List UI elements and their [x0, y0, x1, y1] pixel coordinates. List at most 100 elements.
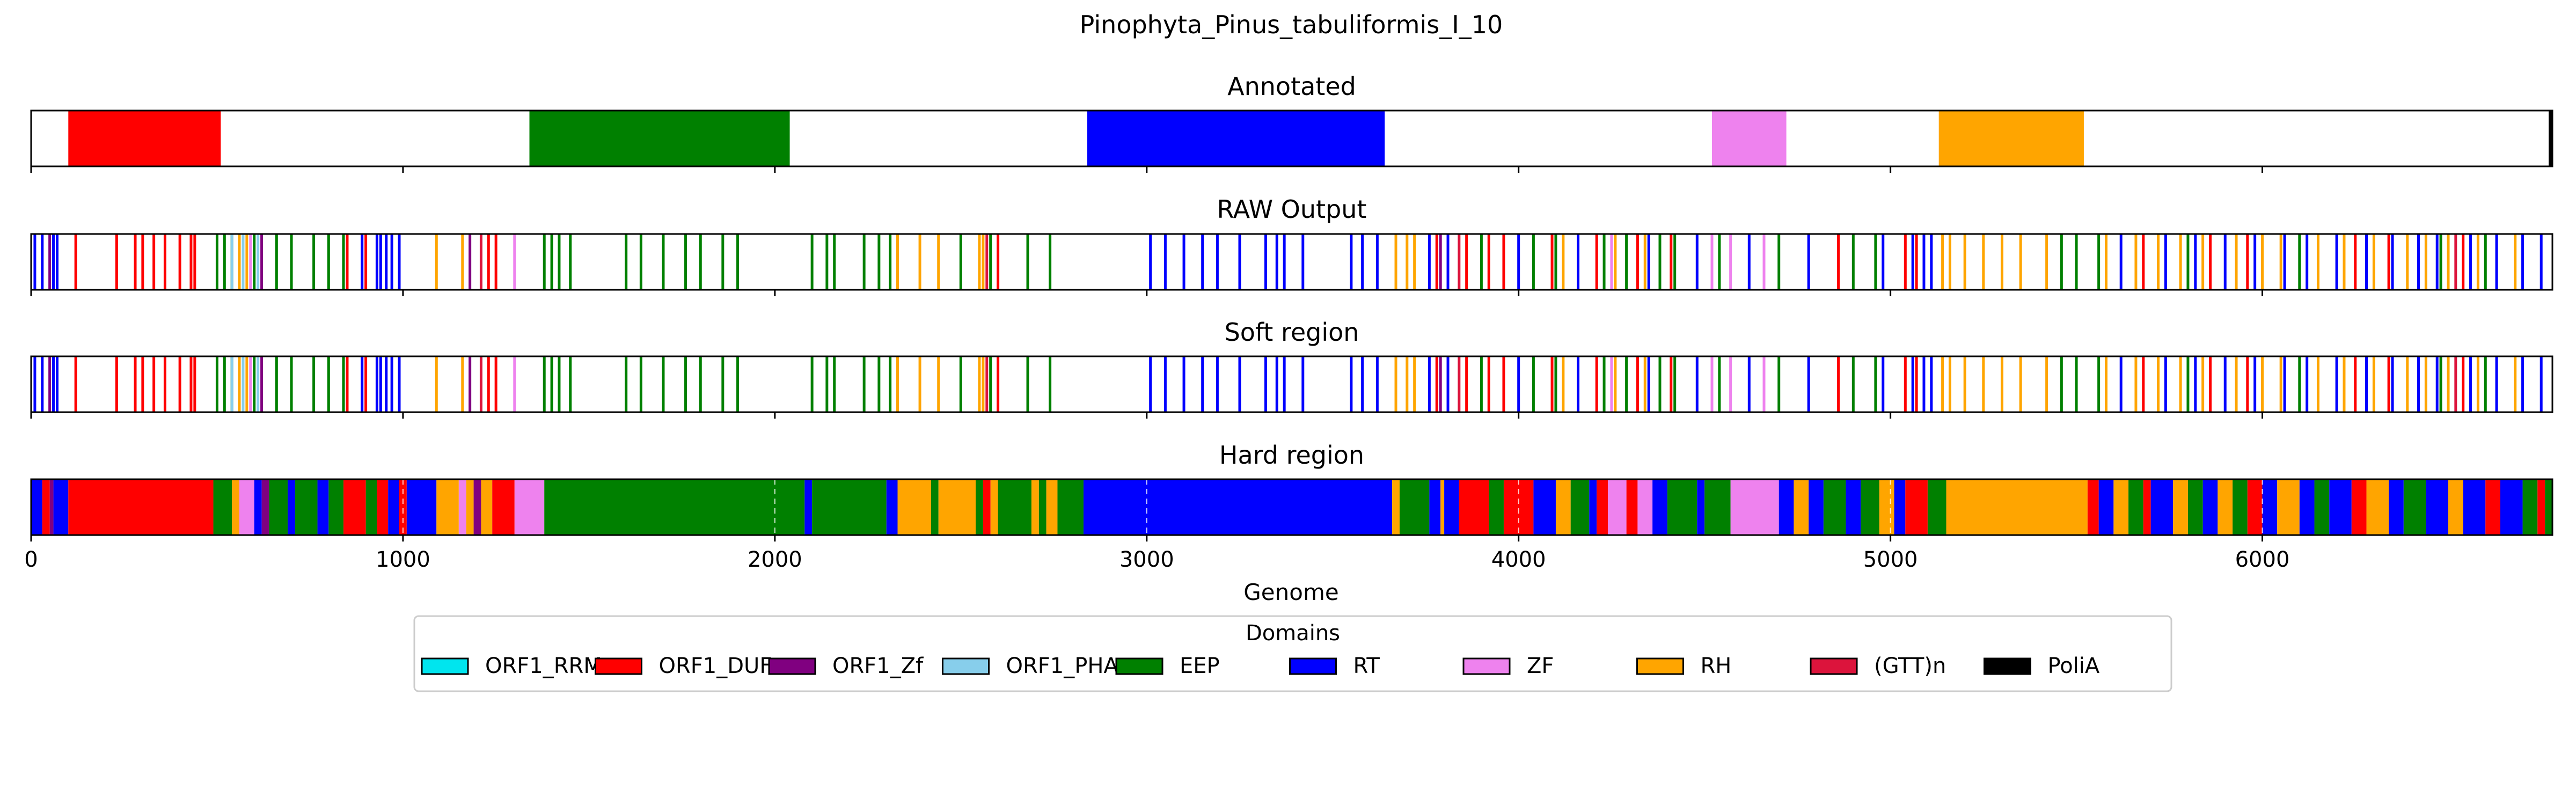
- domain-segment-EEP: [812, 479, 887, 535]
- domain-segment-EEP: [1570, 479, 1590, 535]
- domain-segment-EEP: [2314, 479, 2330, 535]
- domain-segment-EEP: [1927, 479, 1946, 535]
- domain-segment-EEP: [2128, 479, 2143, 535]
- domain-segment-ORF1_DUF: [377, 479, 389, 535]
- domain-segment-ORF1_DUF: [1503, 479, 1534, 535]
- domain-segment-RH: [2218, 479, 2233, 535]
- legend-swatch: [1115, 657, 1163, 675]
- domain-segment-EEP: [1489, 479, 1504, 535]
- domain-segment-ORF1_DUF: [2143, 479, 2151, 535]
- domain-segment-RH: [2366, 479, 2389, 535]
- track-annotated: Annotated: [30, 72, 2553, 173]
- legend-label: ZF: [1527, 654, 1554, 678]
- domain-segment-RT: [1429, 479, 1441, 535]
- domain-segment-ORF1_DUF: [2087, 479, 2099, 535]
- domain-segment-RT: [53, 479, 69, 535]
- legend-swatch: [1810, 657, 1858, 675]
- track-frame: [30, 478, 2553, 536]
- domain-segment-RT: [2098, 479, 2114, 535]
- domain-segment-ORF1_DUF: [2351, 479, 2367, 535]
- domain-segment-RT: [886, 479, 898, 535]
- domain-segment-ZF: [514, 479, 545, 535]
- domain-segment-EEP: [976, 479, 983, 535]
- domain-segment-EEP: [998, 479, 1031, 535]
- domain-segment-RT: [1087, 111, 1385, 166]
- domain-segment-ZF: [1607, 479, 1627, 535]
- domain-segment-ORF1_DUF: [1626, 479, 1638, 535]
- domain-segment-EEP: [1399, 479, 1430, 535]
- domain-segment-ORF1_Zf: [473, 479, 481, 535]
- domain-segment-RT: [1652, 479, 1667, 535]
- track-raw-output: RAW Output: [30, 195, 2553, 296]
- domain-segment-RT: [2150, 479, 2174, 535]
- domain-segment-EEP: [269, 479, 288, 535]
- domain-segment-RH: [2277, 479, 2300, 535]
- track-title: Hard region: [1219, 441, 1364, 470]
- x-tick-label: 3000: [1119, 547, 1174, 572]
- domain-segment-EEP: [1057, 479, 1084, 535]
- domain-segment-ZF: [239, 479, 254, 535]
- domain-segment-ORF1_DUF: [1597, 479, 1608, 535]
- domain-segment-ZF: [1712, 111, 1787, 166]
- domain-segment-RT: [1846, 479, 1861, 535]
- domain-segment-ORF1_DUF: [1459, 479, 1489, 535]
- legend-swatch: [1462, 657, 1511, 675]
- track-background: [31, 356, 2552, 412]
- domain-segment-RT: [1779, 479, 1794, 535]
- domain-segment-RT: [388, 479, 399, 535]
- x-axis: 0 1000 2000 3000 4000 5000 6000: [24, 547, 2289, 572]
- domain-segment-RT: [254, 479, 262, 535]
- domain-segment-RT: [317, 479, 329, 535]
- legend-swatch: [421, 657, 469, 675]
- domain-segment-ORF1_Zf: [49, 479, 54, 535]
- legend-label: ORF1_Zf: [832, 654, 924, 678]
- domain-segment-EEP: [931, 479, 939, 535]
- track-title: Soft region: [1225, 318, 1359, 347]
- domain-segment-RT: [2329, 479, 2352, 535]
- legend-label: ORF1_DUF: [659, 654, 772, 678]
- legend-swatch: [942, 657, 990, 675]
- track-title: RAW Output: [1217, 195, 1367, 224]
- domain-segment-EEP: [365, 479, 377, 535]
- domain-segment-ZF: [1637, 479, 1653, 535]
- domain-segment-EEP: [2403, 479, 2426, 535]
- domain-segment-ZF: [458, 479, 466, 535]
- domain-segment-EEP: [328, 479, 344, 535]
- domain-segment-RT: [2389, 479, 2404, 535]
- domain-segment-RT: [804, 479, 813, 535]
- legend-label: RH: [1701, 654, 1732, 678]
- domain-segment-RH: [436, 479, 459, 535]
- domain-segment-RH: [1946, 479, 2088, 535]
- domain-segment-RT: [2463, 479, 2486, 535]
- legend-label: (GTT)n: [1874, 654, 1946, 678]
- domain-segment-EEP: [213, 479, 232, 535]
- domain-segment-RT: [1589, 479, 1597, 535]
- x-tick-label: 5000: [1863, 547, 1918, 572]
- domain-segment-RT: [2299, 479, 2315, 535]
- domain-segment-EEP: [529, 111, 790, 166]
- domain-segment-RH: [1031, 479, 1039, 535]
- x-tick-label: 6000: [2235, 547, 2290, 572]
- domain-segment-RH: [481, 479, 493, 535]
- legend-frame: [413, 615, 2172, 692]
- track-frame: [30, 355, 2553, 413]
- domain-segment-RT: [2262, 479, 2278, 535]
- domain-segment-RT: [406, 479, 437, 535]
- track-soft-region: Soft region: [30, 318, 2553, 419]
- domain-segment-EEP: [2545, 479, 2552, 535]
- domain-segment-EEP: [1823, 479, 1846, 535]
- domain-segment-EEP: [295, 479, 318, 535]
- domain-segment-RH: [2113, 479, 2129, 535]
- domain-segment-RH: [466, 479, 474, 535]
- legend: Domains ORF1_RRM ORF1_DUF ORF1_Zf ORF1_PHA E…: [413, 615, 2172, 692]
- domain-segment-RT: [288, 479, 295, 535]
- domain-segment-EEP: [1861, 479, 1879, 535]
- track-frame: [30, 109, 2553, 167]
- legend-title: Domains: [1246, 621, 1340, 646]
- track-hard-region: Hard region: [30, 441, 2553, 541]
- domain-segment-RH: [2448, 479, 2463, 535]
- domain-segment-RH: [1879, 479, 1894, 535]
- domain-segment-RH: [938, 479, 976, 535]
- x-axis-label: Genome: [1243, 579, 1338, 605]
